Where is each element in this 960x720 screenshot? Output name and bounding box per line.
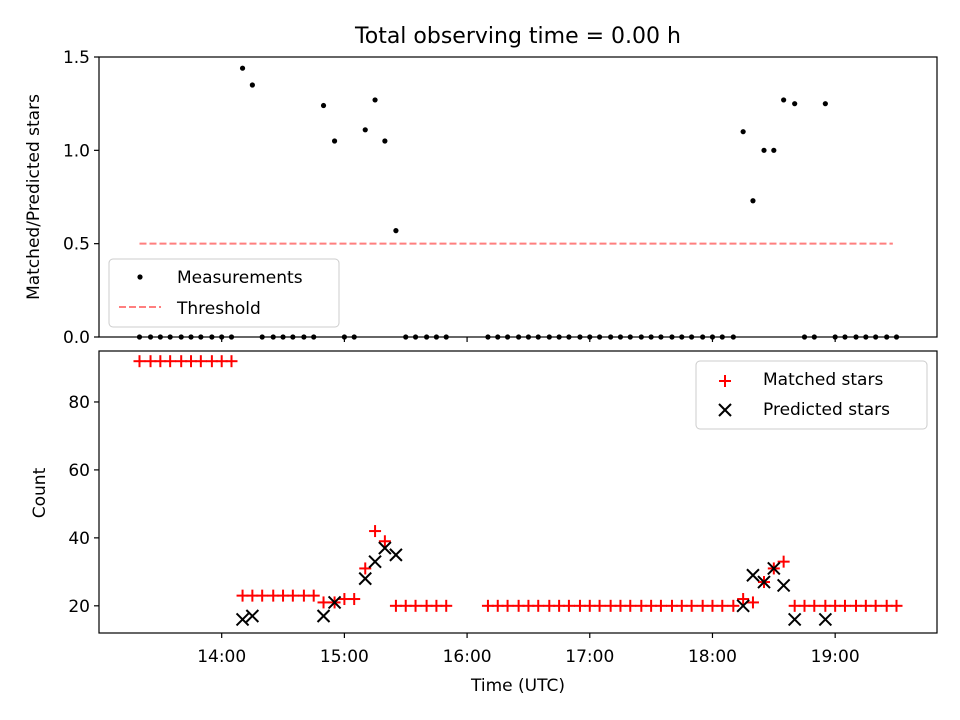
matched-star-point (225, 355, 238, 368)
bottom-legend: Matched stars Predicted stars (695, 360, 928, 430)
top-axes-frame (98, 56, 938, 338)
bottom-y-ticks: 20 40 60 80 (68, 393, 99, 617)
bottom-legend-box (695, 360, 928, 430)
measurement-point (239, 65, 246, 71)
bottom-axes-frame (98, 350, 938, 634)
top-panel: 0.0 0.5 1.0 1.5 Matched/Predicted stars Mea… (24, 48, 938, 348)
top-y-tick-label: 0.0 (63, 328, 90, 348)
matched-star-point (890, 599, 903, 612)
matched-star-point (256, 589, 269, 602)
bottom-y-tick-label: 20 (68, 597, 90, 617)
predicted-star-point (736, 599, 750, 613)
legend-measurements-marker (137, 274, 143, 280)
matched-star-point (562, 599, 575, 612)
predicted-star-point (368, 554, 382, 569)
matched-star-point (593, 599, 606, 612)
matched-star-point (624, 599, 637, 612)
measurement-point (761, 147, 767, 153)
measurement-point (771, 147, 777, 153)
top-y-ticks: 0.0 0.5 1.0 1.5 (63, 48, 99, 348)
bottom-x-tick-label: 17:00 (565, 647, 614, 667)
matched-star-point (532, 599, 545, 612)
measurement-point (393, 228, 399, 234)
matched-star-point (359, 562, 372, 575)
measurement-point (740, 129, 746, 135)
matched-star-point (869, 599, 882, 612)
bottom-x-tick-label: 19:00 (811, 647, 860, 667)
matched-star-point (501, 599, 514, 612)
top-y-axis-label: Matched/Predicted stars (24, 94, 44, 300)
matched-star-point (808, 599, 821, 612)
predicted-star-point (767, 561, 781, 576)
measurement-point (792, 101, 798, 107)
predicted-star-point (818, 612, 833, 627)
bottom-y-tick-label: 40 (68, 529, 90, 549)
legend-predicted-marker (718, 403, 732, 417)
measurement-point (331, 138, 338, 144)
matched-star-point (409, 599, 422, 612)
matched-star-point (307, 589, 320, 602)
bottom-x-tick-label: 14:00 (197, 647, 246, 667)
bottom-x-tick-label: 16:00 (443, 647, 492, 667)
bottom-plot-area (133, 355, 903, 627)
predicted-star-point (378, 541, 392, 555)
predicted-star-point (757, 575, 771, 589)
predicted-star-point (787, 612, 802, 627)
legend-matched-label: Matched stars (763, 370, 883, 390)
bottom-x-tick-label: 18:00 (688, 647, 737, 667)
legend-measurements-label: Measurements (177, 268, 303, 288)
predicted-star-point (235, 612, 250, 627)
measurement-point (249, 82, 255, 88)
matched-star-point (777, 555, 790, 568)
matched-star-point (838, 599, 851, 612)
predicted-star-point (327, 595, 342, 610)
matched-star-point (369, 525, 382, 538)
matched-star-point (716, 599, 729, 612)
matched-star-point (286, 589, 299, 602)
predicted-star-point (389, 548, 403, 562)
matched-star-point (164, 355, 177, 368)
measurement-point (750, 198, 756, 204)
matched-star-point (685, 599, 698, 612)
predicted-star-point (776, 578, 791, 593)
predicted-star-point (358, 571, 372, 586)
bottom-x-axis-label: Time (UTC) (470, 676, 565, 696)
matched-star-point (737, 593, 750, 606)
bottom-y-tick-label: 60 (68, 461, 90, 481)
bottom-y-tick-label: 80 (68, 393, 90, 413)
matched-star-point (317, 596, 330, 609)
bottom-x-tick-label: 15:00 (320, 647, 369, 667)
predicted-star-point (245, 609, 260, 623)
measurement-point (822, 101, 828, 107)
matched-star-point (654, 599, 667, 612)
top-y-tick-label: 1.0 (63, 141, 90, 161)
predicted-star-point (316, 609, 331, 623)
chart-title: Total observing time = 0.00 h (354, 24, 681, 49)
bottom-y-axis-label: Count (30, 467, 50, 518)
legend-predicted-label: Predicted stars (763, 400, 890, 420)
measurement-point (362, 127, 368, 133)
predicted-star-point (746, 568, 760, 582)
top-y-tick-label: 0.5 (63, 235, 90, 255)
top-x-ticks (221, 337, 836, 342)
measurement-point (320, 102, 327, 109)
measurement-point (781, 97, 787, 103)
measurement-point (382, 138, 388, 144)
matched-star-point (133, 355, 146, 368)
legend-matched-marker (719, 375, 731, 387)
matched-star-point (378, 535, 391, 548)
measurement-point (372, 97, 378, 103)
top-y-tick-label: 1.5 (63, 48, 90, 68)
matched-star-point (440, 599, 453, 612)
matched-star-point (194, 355, 207, 368)
bottom-x-ticks: 14:00 15:00 16:00 17:00 18:00 19:00 (197, 633, 860, 667)
top-legend: Measurements Threshold (108, 258, 340, 328)
matched-star-point (746, 596, 759, 609)
top-legend-box (108, 258, 340, 328)
matched-star-point (348, 593, 361, 606)
legend-threshold-label: Threshold (176, 299, 261, 319)
matched-star-point (727, 599, 740, 612)
